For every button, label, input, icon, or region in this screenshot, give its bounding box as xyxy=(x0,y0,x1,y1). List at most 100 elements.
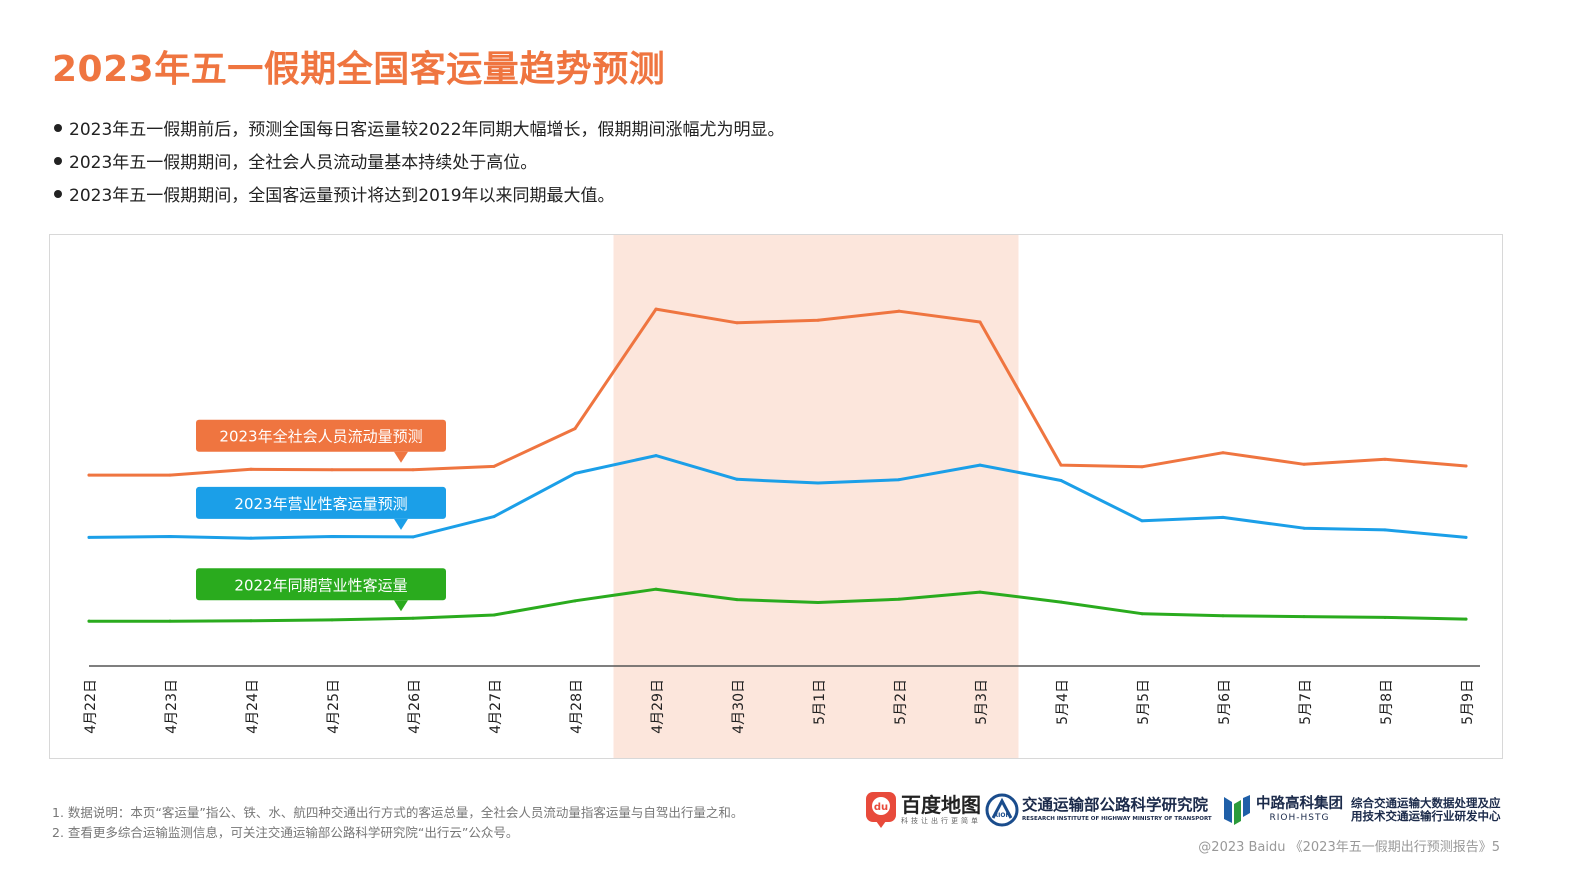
rioh-emblem-icon: RIOH xyxy=(985,793,1019,827)
data-point xyxy=(897,478,901,482)
baidu-map-tagline: 科技让出行更简单 xyxy=(901,817,981,825)
data-point xyxy=(1464,464,1468,468)
baidu-map-pin-icon: du xyxy=(866,792,896,828)
data-point xyxy=(1059,463,1063,467)
series-callout-3: 2022年同期营业性客运量 xyxy=(196,568,446,612)
data-point xyxy=(87,619,91,623)
rioh-emblem-text: RIOH xyxy=(994,812,1011,819)
x-tick-label: 4月26日 xyxy=(407,679,423,734)
rioh-logo: RIOH 交通运输部公路科学研究院 RESEARCH INSTITUTE OF … xyxy=(985,790,1212,830)
x-tick-label: 4月27日 xyxy=(488,679,504,734)
data-point xyxy=(816,481,820,485)
data-point xyxy=(735,321,739,325)
baidu-map-logo: du 百度地图 科技让出行更简单 xyxy=(865,790,981,830)
copyright: @2023 Baidu 《2023年五一假期出行预测报告》5 xyxy=(1198,840,1500,855)
footnote: 2. 查看更多综合运输监测信息，可关注交通运输部公路科学研究院“出行云”公众号。 xyxy=(52,825,519,840)
hstg-logo: 中路高科集团 RIOH-HSTG xyxy=(1221,790,1343,830)
data-point xyxy=(1221,614,1225,618)
data-point xyxy=(87,473,91,477)
data-point xyxy=(168,535,172,539)
bullet-text: 2023年五一假期前后，预测全国每日客运量较2022年同期大幅增长，假期期间涨幅… xyxy=(69,120,785,140)
data-point xyxy=(1383,457,1387,461)
chart-panel: 4月22日 4月23日 4月24日 4月25日 4月26日 4月27日 4月28日 4月29日… xyxy=(49,234,1503,759)
footnote: 1. 数据说明：本页“客运量”指公、铁、水、航四种交通出行方式的客运总量，全社会… xyxy=(52,805,744,820)
series-line-2 xyxy=(87,454,1468,540)
hstg-emblem-icon xyxy=(1224,795,1250,825)
x-tick-label: 4月29日 xyxy=(650,679,666,734)
center-line-2: 用技术交通运输行业研发中心 xyxy=(1351,809,1501,823)
holiday-highlight-band xyxy=(613,235,1019,758)
x-tick-label: 4月28日 xyxy=(569,679,585,734)
data-point xyxy=(249,536,253,540)
data-point xyxy=(654,307,658,311)
callout-box xyxy=(196,568,446,601)
rioh-subtitle: RESEARCH INSTITUTE OF HIGHWAY MINISTRY O… xyxy=(1022,815,1212,822)
data-point xyxy=(1302,526,1306,530)
callout-pointer xyxy=(394,451,408,463)
data-point xyxy=(1140,519,1144,523)
data-point xyxy=(897,597,901,601)
data-point xyxy=(492,464,496,468)
series-callout-1: 2023年全社会人员流动量预测 xyxy=(196,419,446,463)
series-callout-2: 2023年营业性客运量预测 xyxy=(196,486,446,530)
page-title: 2023年五一假期全国客运量趋势预测 xyxy=(52,49,666,90)
line-chart: 4月22日 4月23日 4月24日 4月25日 4月26日 4月27日 4月28日 4月29日… xyxy=(83,235,1480,758)
data-point xyxy=(411,468,415,472)
callout-box xyxy=(196,486,446,519)
data-point xyxy=(1464,617,1468,621)
x-tick-label: 5月4日 xyxy=(1055,679,1071,725)
callout-box xyxy=(196,419,446,452)
data-point xyxy=(735,477,739,481)
x-tick-label: 4月25日 xyxy=(326,679,342,734)
data-point xyxy=(1221,515,1225,519)
x-tick-label: 5月3日 xyxy=(974,679,990,725)
rioh-name: 交通运输部公路科学研究院 xyxy=(1022,796,1209,814)
x-tick-label: 5月6日 xyxy=(1217,679,1233,725)
data-point xyxy=(1464,535,1468,539)
series-line-1 xyxy=(87,307,1468,477)
baidu-map-name: 百度地图 xyxy=(901,793,981,817)
data-point xyxy=(654,587,658,591)
data-point xyxy=(1221,451,1225,455)
x-tick-label: 5月9日 xyxy=(1460,679,1476,725)
hstg-subtitle: RIOH-HSTG xyxy=(1269,813,1330,824)
legend-label: 2023年营业性客运量预测 xyxy=(234,495,407,513)
data-point xyxy=(978,320,982,324)
bullet-dot-icon xyxy=(54,190,62,198)
data-point xyxy=(1059,600,1063,604)
x-tick-label: 5月2日 xyxy=(893,679,909,725)
bullet-item: 2023年五一假期期间，全国客运量预计将达到2019年以来同期最大值。 xyxy=(54,180,785,213)
data-point xyxy=(1140,612,1144,616)
x-tick-label: 5月8日 xyxy=(1379,679,1395,725)
data-point xyxy=(978,463,982,467)
data-point xyxy=(573,599,577,603)
bullet-dot-icon xyxy=(54,124,62,132)
data-point xyxy=(1059,478,1063,482)
data-point xyxy=(816,601,820,605)
footnotes: 1. 数据说明：本页“客运量”指公、铁、水、航四种交通出行方式的客运总量，全社会… xyxy=(52,803,743,843)
callout-pointer xyxy=(394,518,408,530)
data-point xyxy=(1140,465,1144,469)
bullet-text: 2023年五一假期期间，全社会人员流动量基本持续处于高位。 xyxy=(69,153,538,173)
x-tick-label: 5月7日 xyxy=(1298,679,1314,725)
x-tick-label: 5月5日 xyxy=(1136,679,1152,725)
bullet-item: 2023年五一假期期间，全社会人员流动量基本持续处于高位。 xyxy=(54,147,785,180)
data-point xyxy=(978,590,982,594)
data-point xyxy=(1302,615,1306,619)
data-point xyxy=(816,318,820,322)
data-point xyxy=(168,473,172,477)
data-point xyxy=(249,467,253,471)
x-tick-label: 4月23日 xyxy=(164,679,180,734)
data-point xyxy=(411,616,415,620)
data-point xyxy=(411,535,415,539)
legend-label: 2022年同期营业性客运量 xyxy=(234,576,407,594)
data-point xyxy=(492,515,496,519)
data-point xyxy=(492,613,496,617)
x-tick-label: 5月1日 xyxy=(812,679,828,725)
baidu-badge-text: du xyxy=(874,802,888,813)
data-point xyxy=(1383,615,1387,619)
data-point xyxy=(330,468,334,472)
data-point xyxy=(897,309,901,313)
data-point xyxy=(1302,462,1306,466)
x-tick-label: 4月30日 xyxy=(731,679,747,734)
